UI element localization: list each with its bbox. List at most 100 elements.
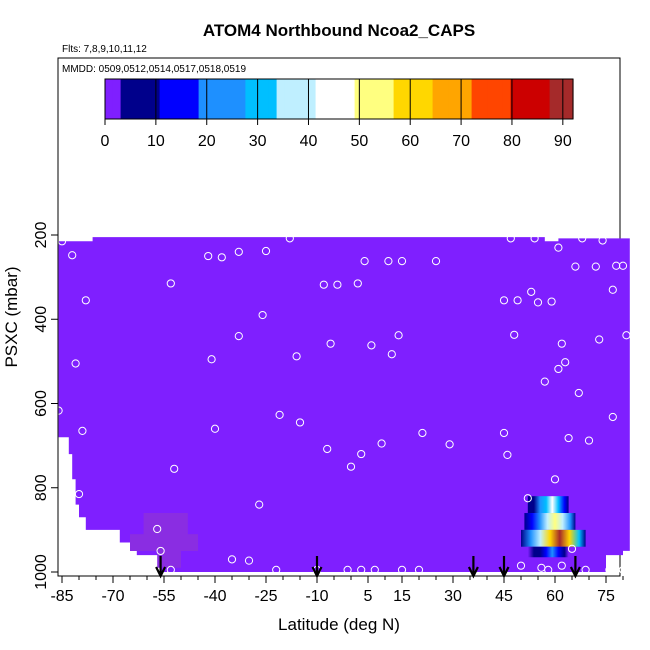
- sample-point: [292, 352, 301, 361]
- sample-point: [68, 251, 77, 260]
- colorbar-swatch: [198, 79, 207, 119]
- sample-point: [414, 565, 424, 574]
- colorbar-swatch: [479, 79, 488, 119]
- colorbar-swatch: [315, 79, 324, 119]
- sample-point: [255, 500, 264, 509]
- sample-point: [234, 247, 243, 256]
- colorbar-swatch: [385, 79, 395, 119]
- sample-point: [513, 296, 522, 305]
- sample-point: [166, 279, 175, 288]
- sample-point: [618, 261, 628, 270]
- sample-point: [210, 424, 220, 433]
- sample-point: [598, 236, 607, 245]
- sample-point: [608, 285, 617, 294]
- colorbar-tick-label: 70: [452, 133, 470, 150]
- sample-point: [571, 262, 580, 271]
- x-tick-label: -25: [254, 588, 277, 605]
- sample-point: [170, 464, 179, 473]
- y-tick-label: 400: [33, 306, 50, 333]
- sample-point: [547, 297, 556, 306]
- sample-point: [506, 234, 515, 243]
- colorbar-swatch: [463, 79, 473, 119]
- colorbar-swatch: [565, 79, 574, 119]
- sample-point: [343, 565, 352, 574]
- colorbar-swatch: [206, 79, 215, 119]
- colorbar-swatch: [229, 79, 239, 119]
- dates-subtitle: MMDD: 0509,0512,0514,0517,0518,0519: [62, 64, 246, 75]
- colorbar-swatch: [292, 79, 301, 119]
- sample-point: [244, 556, 254, 565]
- colorbar-swatch: [448, 79, 457, 119]
- colorbar-swatch: [128, 79, 137, 119]
- colorbar-swatch: [105, 79, 114, 119]
- sample-point: [561, 358, 570, 367]
- sample-point: [527, 287, 536, 296]
- colorbar-swatch: [432, 79, 441, 119]
- sample-point: [510, 330, 519, 339]
- colorbar-swatch: [487, 79, 496, 119]
- sample-point: [387, 350, 396, 359]
- sample-point: [384, 257, 393, 266]
- sample-point: [153, 524, 162, 534]
- colorbar-swatch: [261, 79, 270, 119]
- sample-point: [360, 257, 369, 266]
- sample-point: [523, 494, 532, 503]
- sample-point: [357, 565, 366, 574]
- colorbar-tick-label: 20: [198, 133, 216, 150]
- sample-point: [217, 253, 226, 262]
- colorbar-swatch: [456, 79, 465, 119]
- sample-point: [431, 257, 441, 266]
- sample-point: [333, 280, 342, 289]
- colorbar-tick-label: 0: [101, 133, 110, 150]
- colorbar-swatch: [120, 79, 129, 119]
- colorbar-swatch: [362, 79, 371, 119]
- sample-point: [550, 475, 560, 484]
- colorbar-swatch: [495, 79, 504, 119]
- colorbar-swatch: [237, 79, 246, 119]
- colorbar-swatch: [339, 79, 348, 119]
- colorbar-swatch: [268, 79, 278, 119]
- colorbar-swatch: [393, 79, 402, 119]
- sample-point: [554, 243, 563, 252]
- colorbar-swatch: [541, 79, 551, 119]
- colorbar-swatch: [300, 79, 309, 119]
- colorbar-swatch: [245, 79, 254, 119]
- x-axis-label: Latitude (deg N): [278, 615, 400, 634]
- hotspot-row: [521, 529, 586, 547]
- colorbar-swatch: [370, 79, 379, 119]
- sample-point: [397, 257, 407, 266]
- sample-point: [530, 234, 539, 243]
- y-axis: 200 400 600 800 1000: [33, 222, 59, 590]
- sample-point: [74, 489, 84, 499]
- sample-point: [377, 439, 386, 448]
- colorbar-tick-label: 40: [300, 133, 318, 150]
- sample-point: [516, 561, 526, 570]
- colorbar: 0 10 20 30 40 50 60 70 80 90: [101, 78, 574, 150]
- colorbar-swatch: [354, 79, 363, 119]
- sample-point: [581, 565, 590, 574]
- y-axis-label: PSXC (mbar): [2, 266, 21, 367]
- field-region: [58, 237, 630, 572]
- colorbar-swatch: [401, 79, 410, 119]
- sample-point: [71, 359, 80, 368]
- sample-points: [54, 234, 631, 574]
- sample-point: [261, 246, 271, 256]
- sample-point: [234, 332, 243, 341]
- colorbar-swatch: [214, 79, 223, 119]
- sample-point: [533, 298, 543, 307]
- colorbar-swatch: [378, 79, 387, 119]
- colorbar-swatch: [190, 79, 200, 119]
- colorbar-swatch: [346, 79, 356, 119]
- colorbar-swatch: [510, 79, 519, 119]
- x-tick-label: 60: [546, 588, 564, 605]
- x-tick-label: 30: [444, 588, 462, 605]
- colorbar-swatch: [167, 79, 176, 119]
- sample-point: [295, 418, 305, 427]
- colorbar-swatch: [557, 79, 566, 119]
- colorbar-swatch: [284, 79, 293, 119]
- colorbar-swatch: [183, 79, 192, 119]
- sample-point: [557, 339, 566, 348]
- colorbar-swatch: [409, 79, 418, 119]
- x-tick-label: 15: [393, 588, 411, 605]
